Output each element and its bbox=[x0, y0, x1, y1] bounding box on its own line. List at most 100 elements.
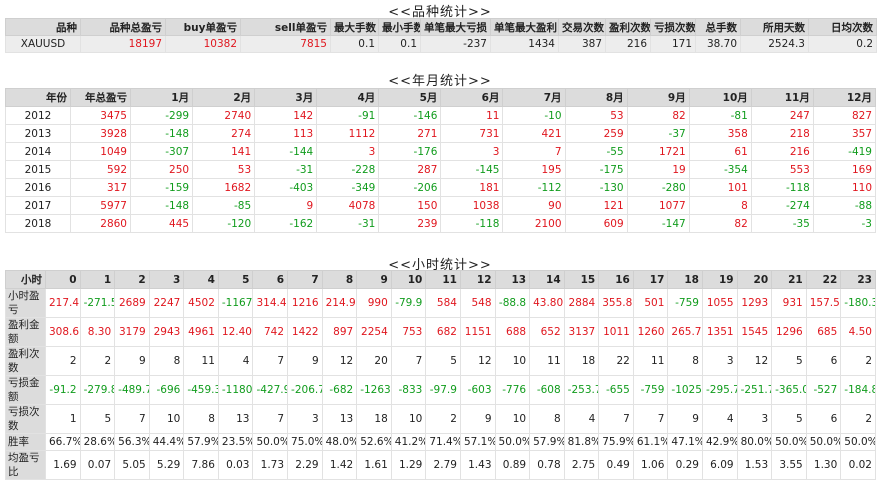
cell: -206.7 bbox=[287, 375, 323, 405]
cell: 217.4 bbox=[45, 288, 81, 318]
column-header: 21 bbox=[771, 270, 807, 289]
cell: 1293 bbox=[736, 288, 773, 318]
cell: 0.07 bbox=[79, 450, 116, 480]
cell: 4502 bbox=[183, 288, 219, 318]
cell: 2254 bbox=[356, 317, 392, 347]
cell: 7 bbox=[502, 142, 566, 161]
cell: -146 bbox=[378, 106, 442, 125]
cell: -145 bbox=[440, 160, 504, 179]
cell: -118 bbox=[440, 214, 504, 233]
cell: -147 bbox=[626, 214, 690, 233]
cell: 10382 bbox=[165, 35, 241, 53]
cell: 3.55 bbox=[771, 450, 807, 480]
cell: 13 bbox=[321, 404, 358, 434]
column-header: 亏损次数 bbox=[650, 18, 696, 36]
cell: 1.06 bbox=[632, 450, 669, 480]
cell: -1025 bbox=[667, 375, 703, 405]
cell: -759 bbox=[632, 375, 669, 405]
cell: 1351 bbox=[701, 317, 738, 347]
cell: 2884 bbox=[563, 288, 600, 318]
column-header: 9 bbox=[356, 270, 392, 289]
cell: 1151 bbox=[459, 317, 496, 347]
cell: 6 bbox=[805, 346, 842, 376]
cell: 3179 bbox=[114, 317, 150, 347]
cell: -184.8 bbox=[840, 375, 876, 405]
column-header: 品种总盈亏 bbox=[80, 18, 166, 36]
cell: 0.1 bbox=[378, 35, 421, 53]
cell: 5.29 bbox=[148, 450, 185, 480]
cell: 553 bbox=[750, 160, 814, 179]
cell: -682 bbox=[321, 375, 358, 405]
cell: 5 bbox=[425, 346, 461, 376]
cell: 1.30 bbox=[805, 450, 842, 480]
cell: 8 bbox=[667, 346, 703, 376]
cell: 71.4% bbox=[425, 433, 461, 451]
cell: 82 bbox=[688, 214, 752, 233]
cell: 81.8% bbox=[563, 433, 600, 451]
cell: 10 bbox=[148, 404, 185, 434]
cell: 445 bbox=[129, 214, 194, 233]
cell: -79.9 bbox=[390, 288, 427, 318]
cell: 9 bbox=[459, 404, 496, 434]
row-label: 2017 bbox=[5, 196, 71, 215]
column-header: 11 bbox=[425, 270, 461, 289]
cell: 113 bbox=[254, 124, 318, 143]
cell: 1049 bbox=[70, 142, 131, 161]
cell: 897 bbox=[321, 317, 358, 347]
cell: 2247 bbox=[148, 288, 185, 318]
cell: 1.61 bbox=[356, 450, 392, 480]
cell: 2.29 bbox=[287, 450, 323, 480]
cell: 52.6% bbox=[356, 433, 392, 451]
hour-table: 小时 0 1 2 3 4 5 6 7 8 9 10 11 12 13 14 15 16 17 18 19 20 21 22 23… bbox=[5, 270, 876, 480]
data-row: 2017 5977 -148 -85 9 4078 150 1038 90 121 1077 8 -27… bbox=[5, 196, 877, 215]
data-row: 2012 3475 -299 2740 142 -91 -146 11 -10 53 82 -81 24… bbox=[5, 106, 877, 125]
cell: 10 bbox=[390, 404, 427, 434]
row-label: 盈利次数 bbox=[5, 346, 46, 376]
cell: 2.75 bbox=[563, 450, 600, 480]
column-header: 总手数 bbox=[695, 18, 741, 36]
column-header: 11月 bbox=[750, 88, 814, 107]
column-header: 5 bbox=[217, 270, 254, 289]
cell: 421 bbox=[502, 124, 566, 143]
cell: 18 bbox=[356, 404, 392, 434]
column-header: 日均次数 bbox=[808, 18, 877, 36]
row-label: 亏损次数 bbox=[5, 404, 46, 434]
cell: 1216 bbox=[287, 288, 323, 318]
column-header: 1 bbox=[79, 270, 116, 289]
cell: -112 bbox=[502, 178, 566, 197]
cell: -1180 bbox=[217, 375, 254, 405]
cell: 1721 bbox=[626, 142, 690, 161]
cell: 75.9% bbox=[598, 433, 634, 451]
row-label: 2016 bbox=[5, 178, 71, 197]
column-header: 10 bbox=[390, 270, 427, 289]
cell: 8 bbox=[688, 196, 752, 215]
cell: 274 bbox=[192, 124, 256, 143]
cell: 18197 bbox=[80, 35, 166, 53]
column-header: 7 bbox=[287, 270, 323, 289]
cell: 2943 bbox=[148, 317, 185, 347]
cell: 287 bbox=[378, 160, 442, 179]
data-row: 2014 1049 -307 141 -144 3 -176 3 7 -55 1721 61 216 -4… bbox=[5, 142, 877, 161]
column-header: 5月 bbox=[378, 88, 442, 107]
column-header: 6月 bbox=[440, 88, 504, 107]
column-header: 18 bbox=[667, 270, 703, 289]
section-title: <<品种统计>> bbox=[388, 5, 492, 20]
column-header: 小时 bbox=[5, 270, 46, 289]
row-label: 胜率 bbox=[5, 433, 46, 451]
cell: 4078 bbox=[316, 196, 380, 215]
cell: -31 bbox=[254, 160, 318, 179]
cell: 66.7% bbox=[45, 433, 81, 451]
cell: 7 bbox=[252, 346, 289, 376]
cell: 121 bbox=[564, 196, 628, 215]
cell: 218 bbox=[750, 124, 814, 143]
cell: 7 bbox=[598, 404, 634, 434]
cell: 3 bbox=[316, 142, 380, 161]
data-row: 均盈亏比 1.69 0.07 5.05 5.29 7.86 0.03 1.73 2.29 1.42… bbox=[5, 450, 876, 480]
column-header: 23 bbox=[840, 270, 876, 289]
cell: 5 bbox=[771, 404, 807, 434]
column-header: 10月 bbox=[688, 88, 752, 107]
cell: 682 bbox=[425, 317, 461, 347]
cell: 10 bbox=[494, 404, 531, 434]
cell: 8 bbox=[148, 346, 185, 376]
cell: -655 bbox=[598, 375, 634, 405]
